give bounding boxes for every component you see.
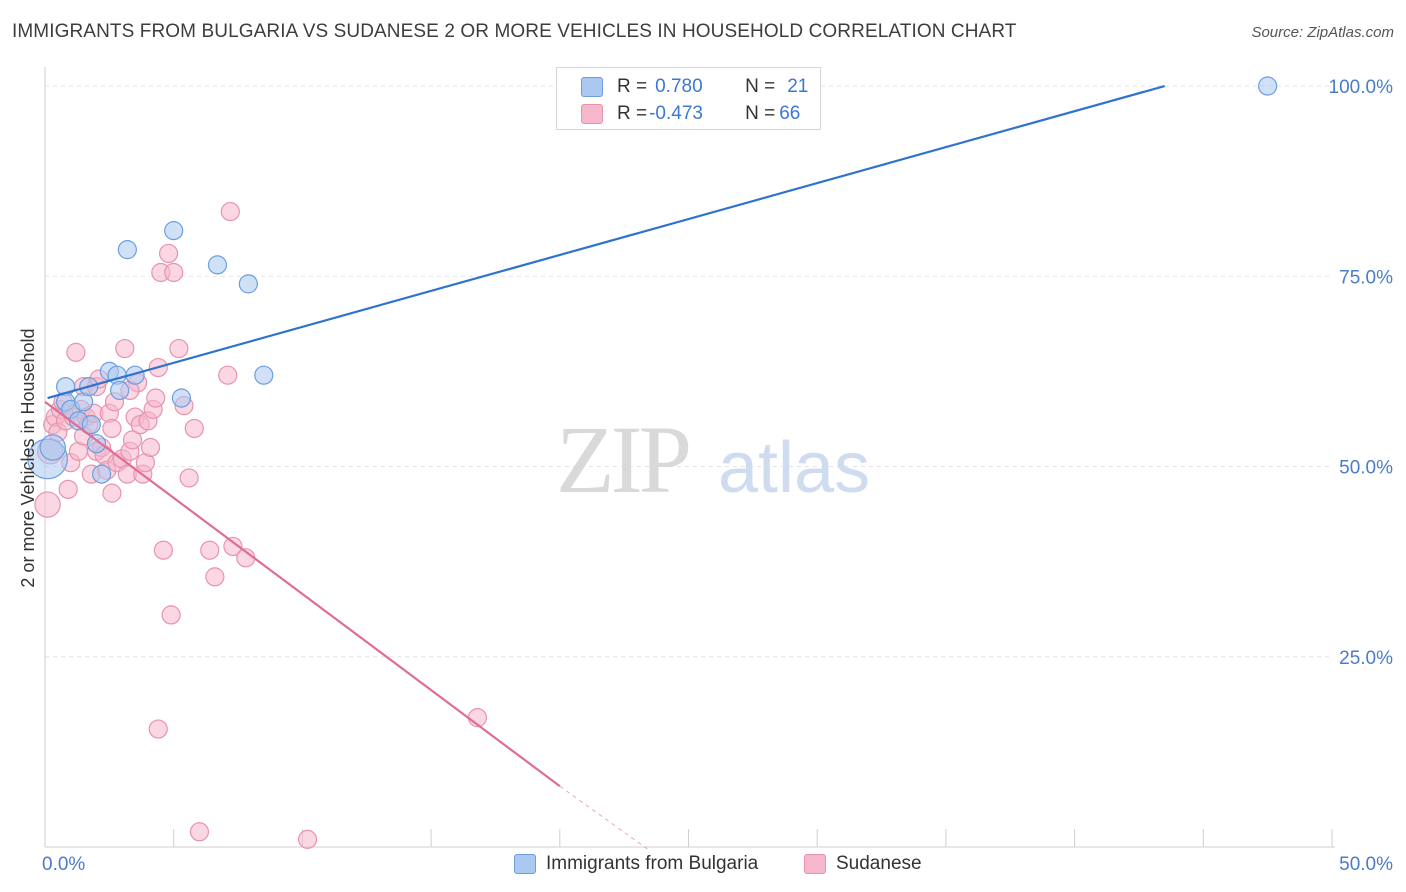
bulgaria-point — [207, 255, 228, 275]
sudanese-point — [115, 338, 135, 359]
watermark-zip: ZIP — [556, 406, 689, 513]
legend-r-value: -0.473 — [649, 103, 703, 124]
sudanese-point — [164, 262, 184, 283]
bulgaria-point — [238, 274, 258, 294]
legend-r-label: R = — [617, 76, 648, 97]
trend-lines — [44, 84, 1165, 852]
bulgaria-trend-line — [47, 84, 1165, 400]
sudanese-point — [66, 342, 86, 362]
sudanese-point — [58, 479, 78, 499]
legend-row-bulgaria: R = 0.780 N = 21 — [581, 74, 808, 100]
x-tick-label: 0.0% — [42, 854, 85, 875]
x-tick-label: 50.0% — [1339, 854, 1393, 875]
legend-swatch-bulgaria — [581, 77, 603, 97]
legend-r-value: 0.780 — [655, 76, 703, 97]
watermark: ZIP atlas — [556, 406, 870, 513]
y-tick-label: 75.0% — [1339, 267, 1393, 288]
bulgaria-point — [86, 434, 107, 454]
sudanese-point — [189, 822, 210, 842]
bulgaria-point — [164, 221, 184, 241]
bottom-legend-label-bulgaria: Immigrants from Bulgaria — [546, 853, 759, 874]
watermark-atlas: atlas — [718, 428, 870, 508]
bulgaria-point — [171, 388, 192, 408]
legend-n-value: 66 — [779, 103, 801, 124]
sudanese-point — [220, 201, 240, 222]
bottom-legend-swatch-sudanese — [804, 854, 826, 874]
bottom-legend-swatch-bulgaria — [514, 854, 536, 874]
bottom-legend-sudanese: Sudanese — [804, 852, 922, 876]
legend-r-label: R = — [617, 103, 648, 124]
sudanese-point — [34, 491, 61, 518]
y-tick-label: 50.0% — [1339, 458, 1393, 479]
bulgaria-point — [254, 365, 274, 385]
bulgaria-point — [1258, 76, 1278, 96]
legend-swatch-sudanese — [581, 104, 603, 124]
sudanese-point — [205, 567, 225, 587]
sudanese-point — [184, 418, 204, 439]
legend-n-label: N = — [745, 103, 776, 124]
sudanese-trend-line — [44, 400, 561, 788]
bulgaria-point — [81, 415, 101, 435]
sudanese-point — [200, 540, 220, 560]
sudanese-point — [297, 829, 318, 849]
sudanese-point — [148, 719, 168, 739]
bulgaria-point — [117, 240, 137, 260]
y-tick-label: 25.0% — [1339, 648, 1393, 669]
gridlines — [45, 85, 1332, 658]
series-sudanese-points — [34, 201, 488, 849]
series-bulgaria-points — [27, 76, 1278, 484]
sudanese-point — [161, 605, 181, 625]
y-axis-title: 2 or more Vehicles in Household — [18, 328, 38, 587]
chart-title: IMMIGRANTS FROM BULGARIA VS SUDANESE 2 O… — [12, 21, 1017, 42]
legend-row-sudanese: R = -0.473 N = 66 — [581, 101, 800, 127]
sudanese-point — [146, 388, 166, 408]
bulgaria-point — [39, 434, 66, 461]
sudanese-point — [102, 418, 122, 439]
axes — [44, 67, 1335, 848]
sudanese-point — [102, 483, 122, 503]
sudanese-point — [169, 338, 189, 359]
bottom-legend-bulgaria: Immigrants from Bulgaria — [514, 852, 758, 876]
sudanese-point — [179, 468, 199, 488]
sudanese-point — [122, 430, 143, 450]
bulgaria-point — [110, 380, 130, 401]
sudanese-trend-extension — [559, 785, 651, 852]
y-tick-label: 100.0% — [1329, 77, 1394, 98]
bottom-legend-label-sudanese: Sudanese — [836, 853, 922, 874]
tick-labels: 25.0% 50.0% 75.0% 100.0% 0.0% 50.0% — [42, 77, 1393, 875]
sudanese-point — [153, 540, 174, 560]
chart-source: Source: ZipAtlas.com — [1251, 24, 1394, 41]
legend-n-value: 21 — [787, 76, 809, 97]
sudanese-point — [223, 536, 243, 557]
bulgaria-point — [92, 464, 112, 484]
sudanese-point — [140, 437, 161, 458]
legend-box: R = 0.780 N = 21 R = -0.473 N = 66 — [556, 67, 821, 130]
sudanese-point — [158, 243, 179, 264]
legend-n-label: N = — [745, 76, 776, 97]
sudanese-point — [218, 365, 238, 385]
